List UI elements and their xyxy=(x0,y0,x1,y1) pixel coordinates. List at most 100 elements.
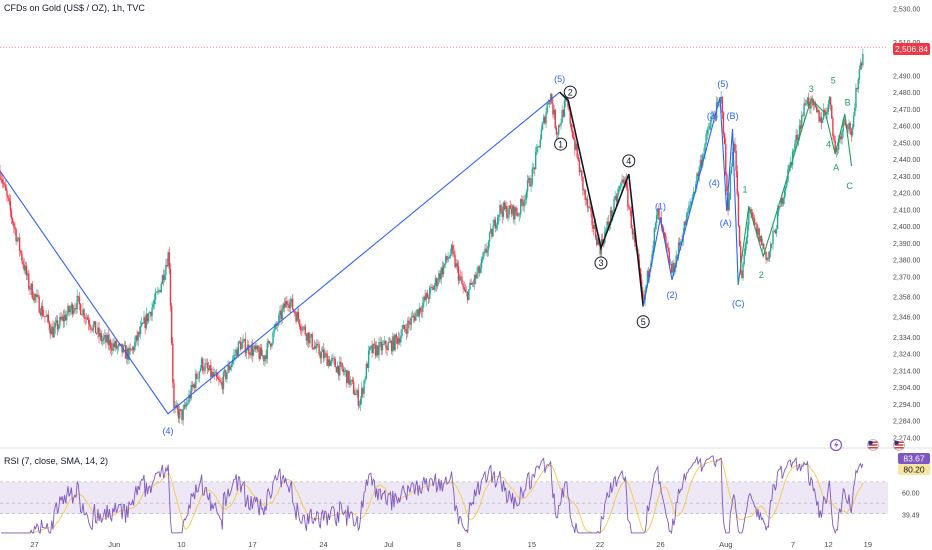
candle-body xyxy=(763,243,765,249)
chart-title: CFDs on Gold (US$ / OZ), 1h, TVC xyxy=(4,3,145,13)
candle-body xyxy=(172,343,174,383)
candle-body xyxy=(147,313,150,322)
candle-body xyxy=(354,394,356,396)
rsi-label: RSI (7, close, SMA, 14, 2) xyxy=(4,456,108,466)
candle-body xyxy=(432,287,434,290)
candle-body xyxy=(230,363,233,368)
candle-body xyxy=(204,363,206,371)
candle-body xyxy=(6,190,8,196)
candle-body xyxy=(532,167,535,169)
wave-label-circle xyxy=(636,315,650,329)
candle-body xyxy=(541,122,544,130)
candle-body xyxy=(69,309,71,313)
candle-body xyxy=(154,292,157,301)
candle-body xyxy=(279,310,281,316)
candle-body xyxy=(826,111,828,115)
candle-body xyxy=(131,347,134,351)
candle-body xyxy=(522,202,524,207)
candle-body xyxy=(301,330,303,331)
candle-body xyxy=(631,227,634,235)
candle-body xyxy=(452,245,454,251)
candle-body xyxy=(561,110,563,123)
wave-label: C xyxy=(846,181,853,191)
candle-body xyxy=(143,317,145,324)
y-tick-label: 2,324.00 xyxy=(893,352,920,359)
candle-body xyxy=(214,372,217,374)
candle-body xyxy=(521,199,523,203)
candle-body xyxy=(802,115,804,117)
candle-body xyxy=(100,333,103,342)
candle-body xyxy=(85,317,88,319)
candle-body xyxy=(426,293,429,299)
candle-body xyxy=(335,367,338,373)
candle-body xyxy=(750,209,752,213)
candle-body xyxy=(849,123,851,132)
y-tick-label: 2,294.00 xyxy=(893,402,920,409)
x-tick-label: 24 xyxy=(319,540,327,549)
candle-body xyxy=(858,69,861,80)
candle-body xyxy=(313,346,316,350)
candle-body xyxy=(0,178,2,180)
rsi-band xyxy=(0,481,888,514)
candle-body xyxy=(295,313,297,322)
candle-body xyxy=(586,198,589,208)
wave-label: 1 xyxy=(554,137,568,151)
candle-body xyxy=(258,351,260,359)
candle-body xyxy=(59,316,61,326)
us-flag-event-icon[interactable] xyxy=(867,439,879,451)
candle-body xyxy=(605,228,607,232)
candle-body xyxy=(73,309,75,315)
candle-body xyxy=(3,183,6,185)
candle-body xyxy=(486,250,488,253)
candle-body xyxy=(223,370,226,373)
y-tick-label: 2,440.00 xyxy=(893,157,920,164)
candle-body xyxy=(412,315,415,317)
wave-label: 4 xyxy=(622,154,636,168)
candle-body xyxy=(824,109,826,112)
candle-body xyxy=(70,304,73,310)
candle-body xyxy=(361,388,363,399)
y-tick-label: 2,470.00 xyxy=(893,107,920,114)
candle-body xyxy=(270,343,272,347)
wave-label: 5 xyxy=(831,76,836,86)
candle-body xyxy=(437,281,439,287)
candle-body xyxy=(76,295,78,309)
candle-body xyxy=(677,242,680,256)
y-tick-label: 2,358.00 xyxy=(893,295,920,302)
candle-body xyxy=(20,250,22,253)
candle-body xyxy=(86,317,89,320)
candle-body xyxy=(149,312,151,314)
candle-body xyxy=(737,194,740,226)
candle-body xyxy=(419,307,422,312)
rsi-ma-badge: 80.20 xyxy=(898,464,930,475)
candle-body xyxy=(190,385,192,399)
candle-body xyxy=(464,289,467,293)
wave-label-circle xyxy=(554,137,568,151)
candle-body xyxy=(498,214,500,218)
rsi-pane xyxy=(0,447,932,535)
candle-body xyxy=(347,370,349,384)
candle-body xyxy=(1,179,4,183)
candle-body xyxy=(811,98,813,100)
candle-body xyxy=(99,333,101,337)
candle-body xyxy=(303,326,305,328)
last-price-badge: 2,506.84 xyxy=(893,43,930,55)
wave-label: B xyxy=(845,97,851,107)
candle-body xyxy=(625,179,628,188)
candle-body xyxy=(185,403,188,407)
candle-body xyxy=(417,309,419,317)
candle-body xyxy=(514,207,516,220)
candle-body xyxy=(667,247,669,252)
candle-body xyxy=(184,404,187,407)
us-flag-event-icon-2[interactable] xyxy=(893,439,905,451)
candle-body xyxy=(117,343,120,347)
candle-body xyxy=(182,408,184,420)
candle-body xyxy=(500,205,502,212)
x-tick-label: Aug xyxy=(719,540,732,549)
candle-body xyxy=(825,111,827,115)
candle-body xyxy=(176,404,179,410)
wave-label-text: (B) xyxy=(726,111,738,121)
candle-body xyxy=(296,311,298,322)
lightning-event-icon[interactable] xyxy=(829,438,843,452)
